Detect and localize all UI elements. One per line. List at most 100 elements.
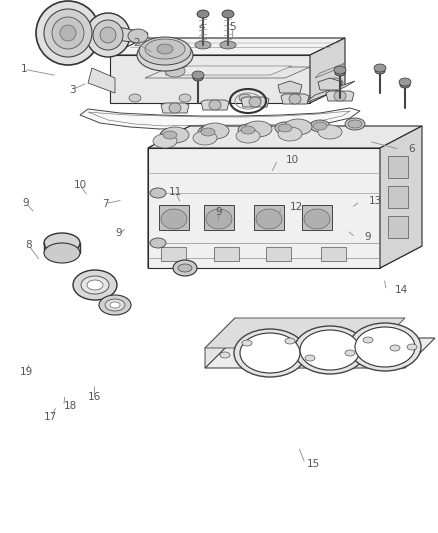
- Polygon shape: [304, 81, 354, 103]
- Ellipse shape: [219, 352, 230, 358]
- Ellipse shape: [238, 94, 251, 102]
- Ellipse shape: [399, 82, 409, 88]
- Bar: [265, 247, 290, 261]
- Polygon shape: [110, 55, 309, 103]
- Ellipse shape: [105, 299, 125, 311]
- Text: 9: 9: [115, 229, 122, 238]
- Ellipse shape: [389, 345, 399, 351]
- Ellipse shape: [304, 355, 314, 361]
- Ellipse shape: [128, 29, 148, 43]
- Ellipse shape: [398, 78, 410, 86]
- Text: 10: 10: [285, 155, 298, 165]
- Polygon shape: [314, 63, 344, 78]
- Bar: [387, 216, 407, 238]
- Polygon shape: [379, 126, 421, 268]
- Ellipse shape: [86, 13, 130, 57]
- Ellipse shape: [150, 188, 166, 198]
- Ellipse shape: [374, 68, 384, 74]
- Ellipse shape: [274, 122, 294, 134]
- Text: 9: 9: [22, 198, 29, 207]
- Ellipse shape: [219, 41, 236, 49]
- Polygon shape: [145, 67, 309, 78]
- Bar: [161, 247, 186, 261]
- Ellipse shape: [208, 100, 220, 110]
- Bar: [387, 156, 407, 178]
- Polygon shape: [68, 25, 108, 43]
- Ellipse shape: [145, 39, 184, 59]
- Ellipse shape: [362, 337, 372, 343]
- Bar: [387, 186, 407, 208]
- Polygon shape: [240, 97, 268, 107]
- Ellipse shape: [93, 20, 123, 50]
- Text: 12: 12: [289, 202, 302, 212]
- Bar: [254, 205, 283, 230]
- Bar: [213, 247, 238, 261]
- Polygon shape: [110, 38, 344, 55]
- Polygon shape: [150, 57, 180, 63]
- Polygon shape: [309, 38, 344, 103]
- Text: 4: 4: [198, 22, 205, 31]
- Ellipse shape: [137, 39, 193, 71]
- Ellipse shape: [233, 329, 305, 377]
- Text: 14: 14: [394, 286, 407, 295]
- Ellipse shape: [139, 37, 191, 65]
- Ellipse shape: [177, 264, 191, 272]
- Ellipse shape: [73, 270, 117, 300]
- Ellipse shape: [99, 295, 131, 315]
- Text: 15: 15: [307, 459, 320, 469]
- Ellipse shape: [44, 9, 92, 57]
- Ellipse shape: [81, 276, 109, 294]
- Ellipse shape: [87, 280, 103, 290]
- Ellipse shape: [333, 66, 345, 74]
- Polygon shape: [148, 126, 190, 268]
- Polygon shape: [325, 91, 353, 101]
- Ellipse shape: [165, 65, 184, 77]
- Ellipse shape: [299, 330, 359, 370]
- Polygon shape: [148, 126, 421, 148]
- Ellipse shape: [193, 75, 202, 81]
- Ellipse shape: [309, 120, 329, 132]
- Ellipse shape: [284, 338, 294, 344]
- Ellipse shape: [237, 124, 258, 136]
- Ellipse shape: [201, 123, 229, 139]
- Polygon shape: [44, 243, 80, 253]
- Text: 17: 17: [44, 412, 57, 422]
- Ellipse shape: [293, 326, 365, 374]
- Ellipse shape: [191, 71, 204, 79]
- Ellipse shape: [162, 131, 177, 139]
- Ellipse shape: [110, 302, 120, 308]
- Ellipse shape: [334, 70, 344, 76]
- Polygon shape: [280, 94, 308, 104]
- Ellipse shape: [222, 10, 233, 18]
- Polygon shape: [277, 81, 301, 93]
- Ellipse shape: [201, 128, 215, 136]
- Text: 16: 16: [88, 392, 101, 402]
- Bar: [320, 247, 345, 261]
- Ellipse shape: [205, 209, 231, 229]
- Ellipse shape: [100, 27, 116, 43]
- Text: 6: 6: [407, 144, 414, 154]
- Text: 2: 2: [132, 38, 139, 47]
- Ellipse shape: [277, 124, 291, 132]
- Ellipse shape: [344, 350, 354, 356]
- Ellipse shape: [173, 260, 197, 276]
- Ellipse shape: [373, 64, 385, 72]
- Ellipse shape: [198, 126, 218, 138]
- Text: 18: 18: [64, 401, 77, 411]
- Ellipse shape: [283, 119, 311, 135]
- Polygon shape: [205, 318, 404, 348]
- Text: 19: 19: [20, 367, 33, 377]
- Ellipse shape: [241, 340, 251, 346]
- Polygon shape: [148, 246, 421, 268]
- Ellipse shape: [240, 126, 254, 134]
- Ellipse shape: [44, 233, 80, 253]
- Text: 11: 11: [169, 187, 182, 197]
- Ellipse shape: [161, 127, 189, 143]
- Ellipse shape: [354, 327, 414, 367]
- Ellipse shape: [406, 344, 416, 350]
- Ellipse shape: [240, 333, 299, 373]
- Polygon shape: [205, 338, 434, 368]
- Polygon shape: [108, 27, 148, 43]
- Ellipse shape: [157, 44, 173, 54]
- Text: 3: 3: [69, 85, 76, 94]
